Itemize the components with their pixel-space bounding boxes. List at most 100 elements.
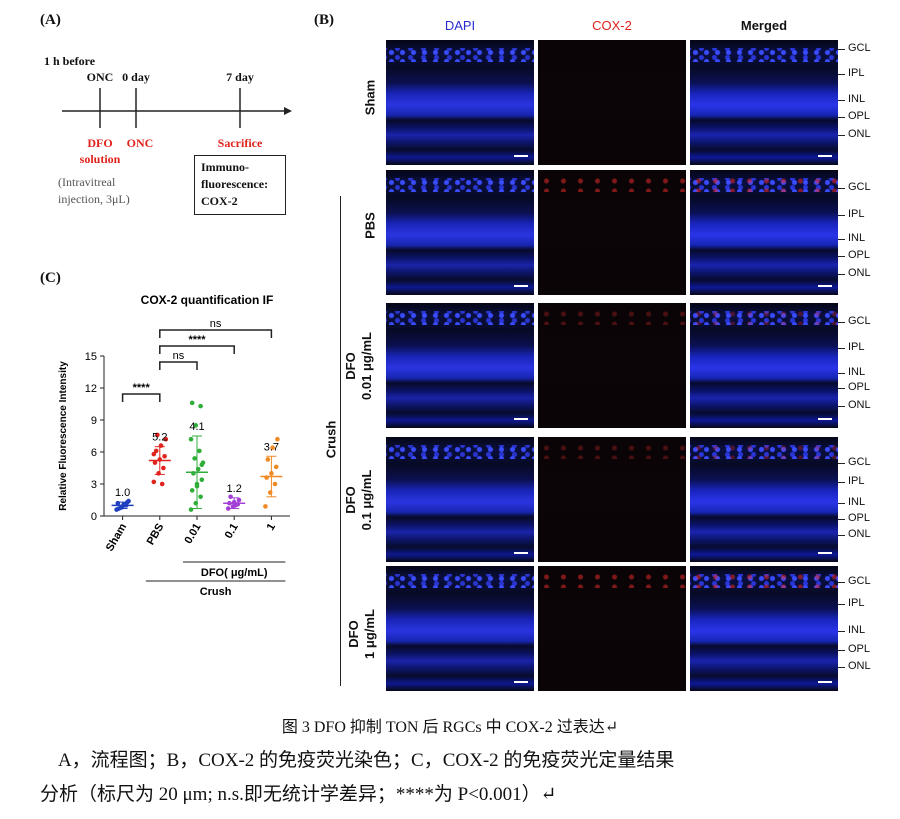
gcl-cells xyxy=(386,311,534,325)
layer-label-inl: INL xyxy=(837,93,866,105)
cox2-quantification-chart: COX-2 quantification IF 0 3 6 9 12 15 Relative … xyxy=(58,293,290,598)
data-point-1 xyxy=(275,436,280,442)
y-tick-label: 15 xyxy=(85,351,97,363)
micrograph-dapi-row-1 xyxy=(386,40,534,165)
row-label-dfo-01-line1: DFO xyxy=(343,486,358,514)
x-tick-label-1: 1 xyxy=(265,522,278,533)
micrograph-merged-row-1 xyxy=(690,40,838,165)
layer-label-ipl: IPL xyxy=(838,208,865,220)
layer-label-gcl: GCL xyxy=(838,181,871,193)
data-point-Sham xyxy=(121,501,127,507)
data-point-Sham xyxy=(115,500,121,506)
data-point-0.01 xyxy=(198,494,203,500)
scale-bar xyxy=(514,285,528,287)
timeline-axis xyxy=(62,88,292,128)
data-point-0.1 xyxy=(236,497,242,503)
event-onc: ONC xyxy=(126,136,154,150)
layer-label-opl: OPL xyxy=(837,512,871,524)
box-line2: fluorescence: xyxy=(201,177,269,191)
event-dfo-line2: solution xyxy=(79,152,121,166)
injection-note-line2: injection, 3μL) xyxy=(58,192,130,206)
row-label-pbs: PBS xyxy=(362,212,378,239)
layer-label-onl: ONL xyxy=(838,128,871,140)
data-point-PBS xyxy=(151,451,157,457)
gcl-cells xyxy=(386,445,534,459)
layer-label-onl: ONL xyxy=(838,267,871,279)
y-tick-label: 12 xyxy=(85,383,97,395)
data-point-PBS xyxy=(163,436,169,442)
data-point-0.01 xyxy=(191,471,196,476)
timepoint-3: 7 day xyxy=(226,70,254,84)
micrograph-merged-row-5 xyxy=(690,566,838,691)
x-tick-label-Sham: Sham xyxy=(104,521,129,553)
cox2-signal xyxy=(690,309,838,325)
x-tick-label-0.01: 0.01 xyxy=(182,522,203,547)
chart-title: COX-2 quantification IF xyxy=(141,293,274,307)
layer-label-gcl: GCL xyxy=(838,575,871,587)
micrograph-cox-row-3 xyxy=(538,303,686,428)
data-point-PBS xyxy=(162,453,167,459)
panel-a-label: (A) xyxy=(40,12,61,28)
row-label-crush: Crush xyxy=(323,420,339,459)
significance-bracket-2 xyxy=(159,361,198,370)
mean-label-PBS: 5.2 xyxy=(152,432,167,444)
cox2-signal xyxy=(690,572,838,588)
data-point-0.01 xyxy=(198,403,203,409)
micrograph-cox-row-5 xyxy=(538,566,686,691)
mean-label-Sham: 1.0 xyxy=(115,487,130,499)
data-point-Sham xyxy=(126,498,131,504)
y-tick-label: 9 xyxy=(91,415,97,427)
layer-label-ipl: IPL xyxy=(838,597,865,609)
dfo-group-label: DFO( μg/mL) xyxy=(201,567,268,579)
significance-bracket-3 xyxy=(159,345,235,354)
gcl-cells xyxy=(386,48,534,62)
scale-bar xyxy=(818,552,832,554)
micrograph-merged-row-3 xyxy=(690,303,838,428)
data-point-0.01 xyxy=(188,507,194,512)
gcl-cells xyxy=(386,574,534,588)
micrograph-dapi-row-4 xyxy=(386,437,534,562)
figure-caption-line1: A，流程图；B，COX-2 的免疫荧光染色；C，COX-2 的免疫荧光定量结果 xyxy=(40,750,675,771)
gcl-cells xyxy=(690,445,838,459)
injection-note: (Intravitreal injection, 3μL) xyxy=(58,174,130,208)
data-point-0.01 xyxy=(193,423,199,428)
layer-label-inl: INL xyxy=(837,232,866,244)
scale-bar xyxy=(514,681,528,683)
data-point-0.01 xyxy=(195,466,201,472)
immunofluorescence-box: Immuno- fluorescence: COX-2 xyxy=(194,155,286,215)
scale-bar xyxy=(818,285,832,287)
micrograph-cox-row-4 xyxy=(538,437,686,562)
data-point-1 xyxy=(272,481,278,487)
scale-bar xyxy=(514,418,528,420)
data-point-0.1 xyxy=(227,500,232,506)
significance-label-3: **** xyxy=(188,334,206,346)
layer-label-inl: INL xyxy=(837,624,866,636)
row-label-dfo-1: DFO 1 μg/mL xyxy=(346,594,378,674)
mean-label-1: 3.7 xyxy=(264,441,279,453)
layer-label-inl: INL xyxy=(837,496,866,508)
data-point-PBS xyxy=(158,443,164,448)
data-point-0.01 xyxy=(193,500,199,506)
crush-group-label: Crush xyxy=(200,586,232,598)
layer-label-gcl: GCL xyxy=(838,42,871,54)
event-dfo-line1: DFO xyxy=(87,136,113,150)
row-label-sham: Sham xyxy=(362,79,378,116)
data-point-1 xyxy=(264,475,269,480)
scale-bar xyxy=(818,681,832,683)
data-point-0.01 xyxy=(192,456,197,461)
figure-caption-title: 图 3 DFO 抑制 TON 后 RGCs 中 COX-2 过表达↵ xyxy=(281,719,619,736)
row-label-dfo-01-line2: 0.1 μg/mL xyxy=(359,469,374,531)
y-tick-label: 0 xyxy=(91,511,97,523)
panel-c-label: (C) xyxy=(40,270,61,286)
layer-label-opl: OPL xyxy=(837,643,871,655)
significance-label-4: ns xyxy=(210,318,222,330)
crush-bracket-line xyxy=(340,196,341,686)
data-point-PBS xyxy=(159,481,165,487)
row-label-dfo-1-line1: DFO xyxy=(346,620,361,648)
box-line1: Immuno- xyxy=(201,160,250,174)
data-point-0.01 xyxy=(199,477,205,483)
layer-label-gcl: GCL xyxy=(838,456,871,468)
data-point-1 xyxy=(270,445,275,451)
scale-bar xyxy=(818,418,832,420)
data-point-0.01 xyxy=(188,436,194,442)
